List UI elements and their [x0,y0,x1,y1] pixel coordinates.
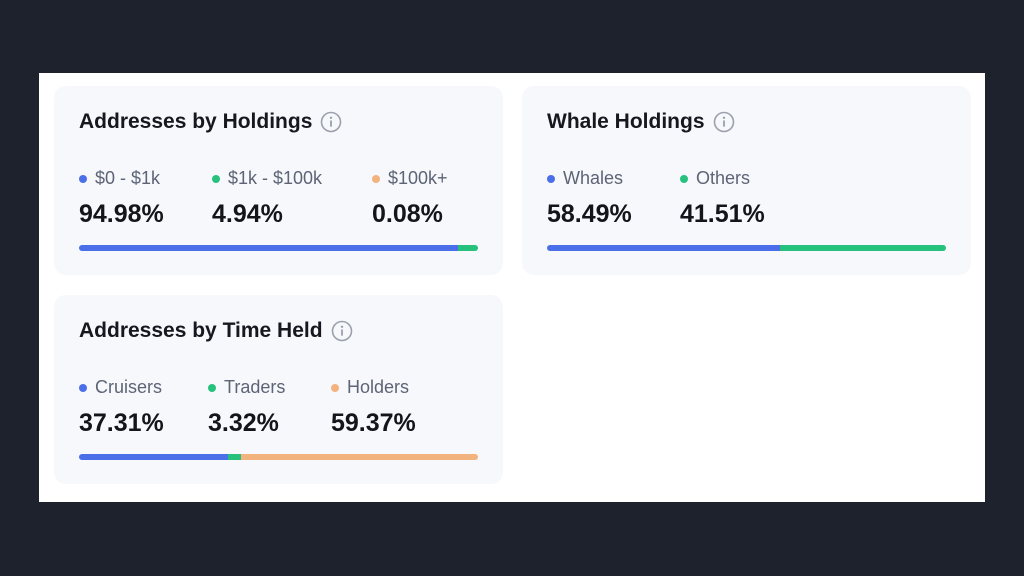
distribution-bar [547,245,946,251]
stat-value: 0.08% [372,200,443,228]
legend-item: $1k - $100k [212,168,322,189]
info-circle-icon[interactable] [320,111,342,133]
card-title-text: Addresses by Time Held [79,319,323,342]
stat-value: 94.98% [79,200,164,228]
stat-value: 41.51% [680,200,765,228]
legend-item: $100k+ [372,168,448,189]
distribution-bar [79,245,478,251]
bar-segment [79,245,458,251]
legend-dot [331,383,339,392]
info-circle-icon[interactable] [713,111,735,133]
legend-item: $0 - $1k [79,168,160,189]
whale-holdings-card: Whale Holdings Whales Others 58.49% 41.5… [522,86,971,275]
info-circle-icon[interactable] [331,320,353,342]
addresses-by-time-held-card: Addresses by Time Held Cruisers Traders … [54,295,503,484]
stat-value: 37.31% [79,409,164,437]
card-title-text: Whale Holdings [547,110,705,133]
card-title-text: Addresses by Holdings [79,110,313,133]
legend-item: Cruisers [79,377,162,398]
legend-dot [547,174,555,183]
stat-value: 58.49% [547,200,632,228]
legend-label: Traders [224,377,286,397]
legend-item: Whales [547,168,623,189]
stat-value: 3.32% [208,409,279,437]
stat-value: 59.37% [331,409,416,437]
legend-label: Others [696,168,751,188]
card-title: Addresses by Holdings [79,110,342,134]
legend-label: $100k+ [388,168,448,188]
bar-segment [780,245,946,251]
legend-dot [208,383,216,392]
legend-label: Holders [347,377,410,397]
legend-dot [79,383,87,392]
card-title: Addresses by Time Held [79,319,353,343]
legend-dot [79,174,87,183]
legend-dot [372,174,380,183]
bar-segment [547,245,781,251]
legend-label: Cruisers [95,377,163,397]
bar-segment [227,454,242,460]
stats-panel: Addresses by Holdings $0 - $1k $1k - $10… [39,73,985,502]
stat-value: 4.94% [212,200,283,228]
legend-dot [680,174,688,183]
bar-segment [457,245,478,251]
card-title: Whale Holdings [547,110,735,134]
distribution-bar [79,454,478,460]
bar-segment [79,454,228,460]
legend-label: Whales [563,168,624,188]
bar-segment [241,454,478,460]
legend-dot [212,174,220,183]
legend-label: $1k - $100k [228,168,323,188]
legend-label: $0 - $1k [95,168,161,188]
legend-item: Holders [331,377,409,398]
legend-item: Others [680,168,750,189]
addresses-by-holdings-card: Addresses by Holdings $0 - $1k $1k - $10… [54,86,503,275]
legend-item: Traders [208,377,285,398]
